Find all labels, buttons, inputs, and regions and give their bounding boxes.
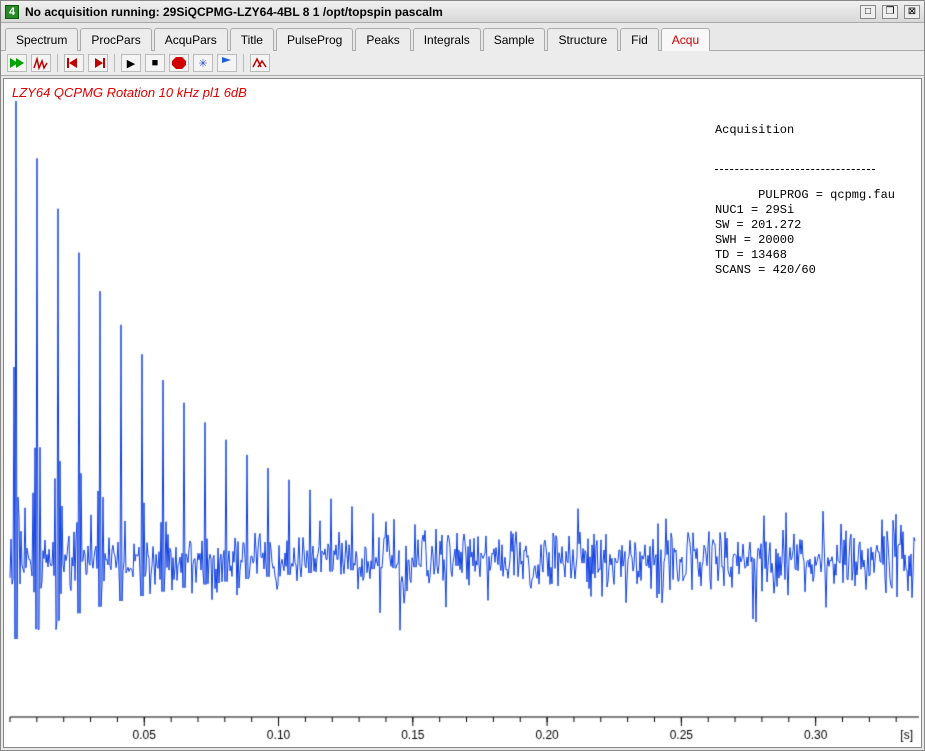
stop-icon[interactable]: ■ bbox=[145, 54, 165, 72]
acq-header: Acquisition bbox=[715, 123, 895, 138]
tab-spectrum[interactable]: Spectrum bbox=[5, 28, 78, 51]
minimize-button[interactable]: □ bbox=[860, 5, 876, 19]
settings-gear-icon[interactable]: ✳ bbox=[193, 54, 213, 72]
toolbar-separator bbox=[243, 54, 244, 72]
tab-fid[interactable]: Fid bbox=[620, 28, 659, 51]
next-icon[interactable] bbox=[88, 54, 108, 72]
dataset-badge: 4 bbox=[5, 5, 19, 19]
tab-pulseprog[interactable]: PulseProg bbox=[276, 28, 353, 51]
tabbar: SpectrumProcParsAcquParsTitlePulseProgPe… bbox=[1, 23, 924, 51]
tab-title[interactable]: Title bbox=[230, 28, 274, 51]
tab-acqupars[interactable]: AcquPars bbox=[154, 28, 228, 51]
tab-integrals[interactable]: Integrals bbox=[413, 28, 481, 51]
tab-procpars[interactable]: ProcPars bbox=[80, 28, 151, 51]
toolbar: ▶■ ✳ bbox=[1, 51, 924, 76]
mark-icon[interactable] bbox=[217, 54, 237, 72]
close-button[interactable]: ⊠ bbox=[904, 5, 920, 19]
tab-sample[interactable]: Sample bbox=[483, 28, 546, 51]
app-window: 4 No acquisition running: 29SiQCPMG-LZY6… bbox=[0, 0, 925, 751]
acquisition-params: Acquisition PULPROG = qcpmg.fau NUC1 = 2… bbox=[715, 93, 895, 293]
overlay-icon[interactable] bbox=[250, 54, 270, 72]
tab-acqu[interactable]: Acqu bbox=[661, 28, 710, 51]
toolbar-separator bbox=[57, 54, 58, 72]
titlebar: 4 No acquisition running: 29SiQCPMG-LZY6… bbox=[1, 1, 924, 23]
ft-icon[interactable] bbox=[31, 54, 51, 72]
plot-area[interactable]: LZY64 QCPMG Rotation 10 kHz pl1 6dB Acqu… bbox=[3, 78, 922, 748]
prev-icon[interactable] bbox=[64, 54, 84, 72]
tab-structure[interactable]: Structure bbox=[547, 28, 618, 51]
plot-title: LZY64 QCPMG Rotation 10 kHz pl1 6dB bbox=[12, 85, 247, 100]
play-icon[interactable]: ▶ bbox=[121, 54, 141, 72]
tab-peaks[interactable]: Peaks bbox=[355, 28, 410, 51]
toolbar-separator bbox=[114, 54, 115, 72]
go-green-icon[interactable] bbox=[7, 54, 27, 72]
halt-icon[interactable] bbox=[169, 54, 189, 72]
maximize-button[interactable]: ❐ bbox=[882, 5, 898, 19]
window-title: No acquisition running: 29SiQCPMG-LZY64-… bbox=[25, 5, 443, 19]
